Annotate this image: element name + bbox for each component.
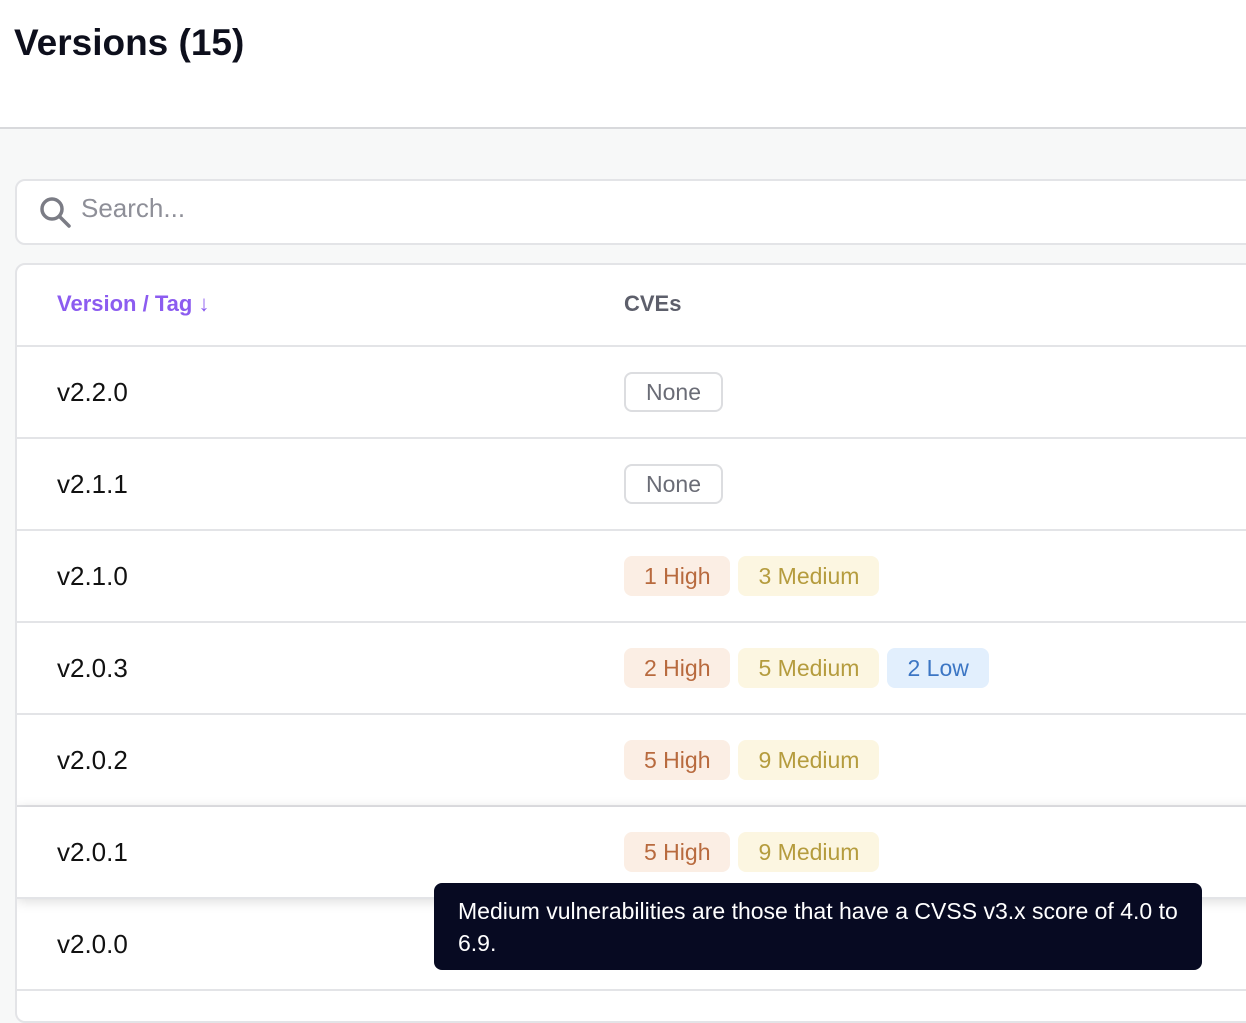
search-box[interactable]: [15, 179, 1246, 245]
table-row[interactable]: v2.1.0 1 High 3 Medium: [17, 531, 1246, 623]
cve-badge-medium[interactable]: 3 Medium: [738, 556, 880, 596]
cve-badges: 5 High 9 Medium: [624, 832, 880, 872]
cve-badge-high[interactable]: 5 High: [624, 832, 731, 872]
page-title: Versions (15): [14, 22, 245, 63]
column-header-version[interactable]: Version / Tag ↓: [57, 291, 209, 317]
version-tag[interactable]: v2.1.0: [57, 561, 128, 591]
table-row[interactable]: v2.0.2 5 High 9 Medium: [17, 715, 1246, 807]
column-header-cves: CVEs: [624, 291, 682, 316]
version-tag[interactable]: v2.0.0: [57, 929, 128, 959]
cve-badges: 2 High 5 Medium 2 Low: [624, 648, 989, 688]
cve-badge-none[interactable]: None: [624, 464, 723, 504]
page-header: Versions (15): [0, 0, 1246, 129]
cve-badges: None: [624, 372, 723, 412]
table-row[interactable]: v2.1.1 None: [17, 439, 1246, 531]
table-header: Version / Tag ↓ CVEs: [17, 265, 1246, 347]
cve-badges: 1 High 3 Medium: [624, 556, 880, 596]
cve-badge-high[interactable]: 1 High: [624, 556, 731, 596]
cve-badges: 5 High 9 Medium: [624, 740, 880, 780]
search-input[interactable]: [81, 193, 681, 224]
cve-badge-high[interactable]: 2 High: [624, 648, 731, 688]
version-tag[interactable]: v2.0.2: [57, 745, 128, 775]
cve-badge-none[interactable]: None: [624, 372, 723, 412]
search-icon: [40, 197, 71, 228]
cve-badge-medium[interactable]: 9 Medium: [738, 832, 880, 872]
tooltip: Medium vulnerabilities are those that ha…: [434, 883, 1202, 970]
table-row[interactable]: v2.0.3 2 High 5 Medium 2 Low: [17, 623, 1246, 715]
cve-badge-medium[interactable]: 5 Medium: [738, 648, 880, 688]
column-header-version-label: Version / Tag: [57, 291, 193, 316]
cve-badge-high[interactable]: 5 High: [624, 740, 731, 780]
sort-arrow-down-icon: ↓: [198, 291, 210, 316]
version-tag[interactable]: v2.0.1: [57, 837, 128, 867]
version-tag[interactable]: v2.2.0: [57, 377, 128, 407]
cve-badges: None: [624, 464, 723, 504]
table-row[interactable]: v2.2.0 None: [17, 347, 1246, 439]
version-tag[interactable]: v2.1.1: [57, 469, 128, 499]
cve-badge-low[interactable]: 2 Low: [887, 648, 989, 688]
cve-badge-medium[interactable]: 9 Medium: [738, 740, 880, 780]
version-tag[interactable]: v2.0.3: [57, 653, 128, 683]
